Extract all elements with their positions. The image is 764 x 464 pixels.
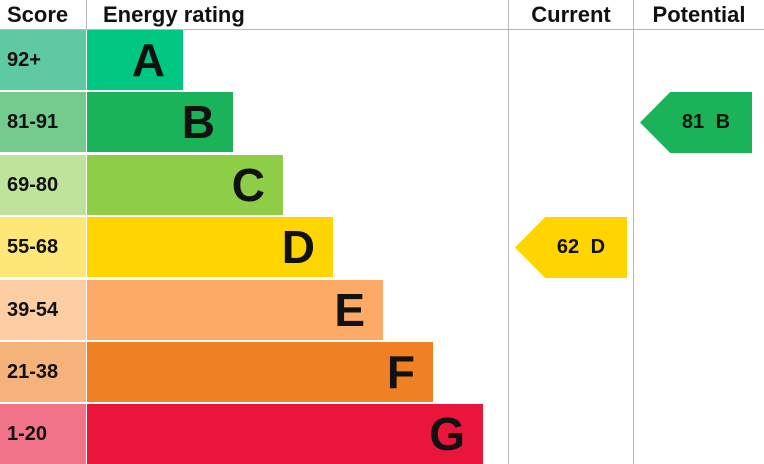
score-range-g: 1-20 <box>0 404 86 464</box>
rating-bar-e: E <box>87 280 383 340</box>
rating-bar-a: A <box>87 30 183 90</box>
potential-header: Potential <box>652 2 746 27</box>
divider <box>633 0 634 464</box>
divider <box>86 0 87 29</box>
rating-bar-c: C <box>87 155 283 215</box>
energy-rating-header: Energy rating <box>103 2 245 27</box>
header-divider <box>0 29 764 30</box>
rating-bar-b: B <box>87 92 233 152</box>
score-header: Score <box>7 2 69 27</box>
score-range-d: 55-68 <box>0 217 86 277</box>
rating-bar-f: F <box>87 342 433 402</box>
current-header: Current <box>531 2 611 27</box>
score-range-e: 39-54 <box>0 280 86 340</box>
rating-bar-d: D <box>87 217 333 277</box>
potential-rating-arrow: 81 B <box>640 92 752 153</box>
rating-bar-g: G <box>87 404 483 464</box>
score-range-c: 69-80 <box>0 155 86 215</box>
score-range-a: 92+ <box>0 30 86 90</box>
current-rating-arrow: 62 D <box>515 217 627 278</box>
score-range-f: 21-38 <box>0 342 86 402</box>
score-range-b: 81-91 <box>0 92 86 152</box>
divider <box>508 0 509 464</box>
